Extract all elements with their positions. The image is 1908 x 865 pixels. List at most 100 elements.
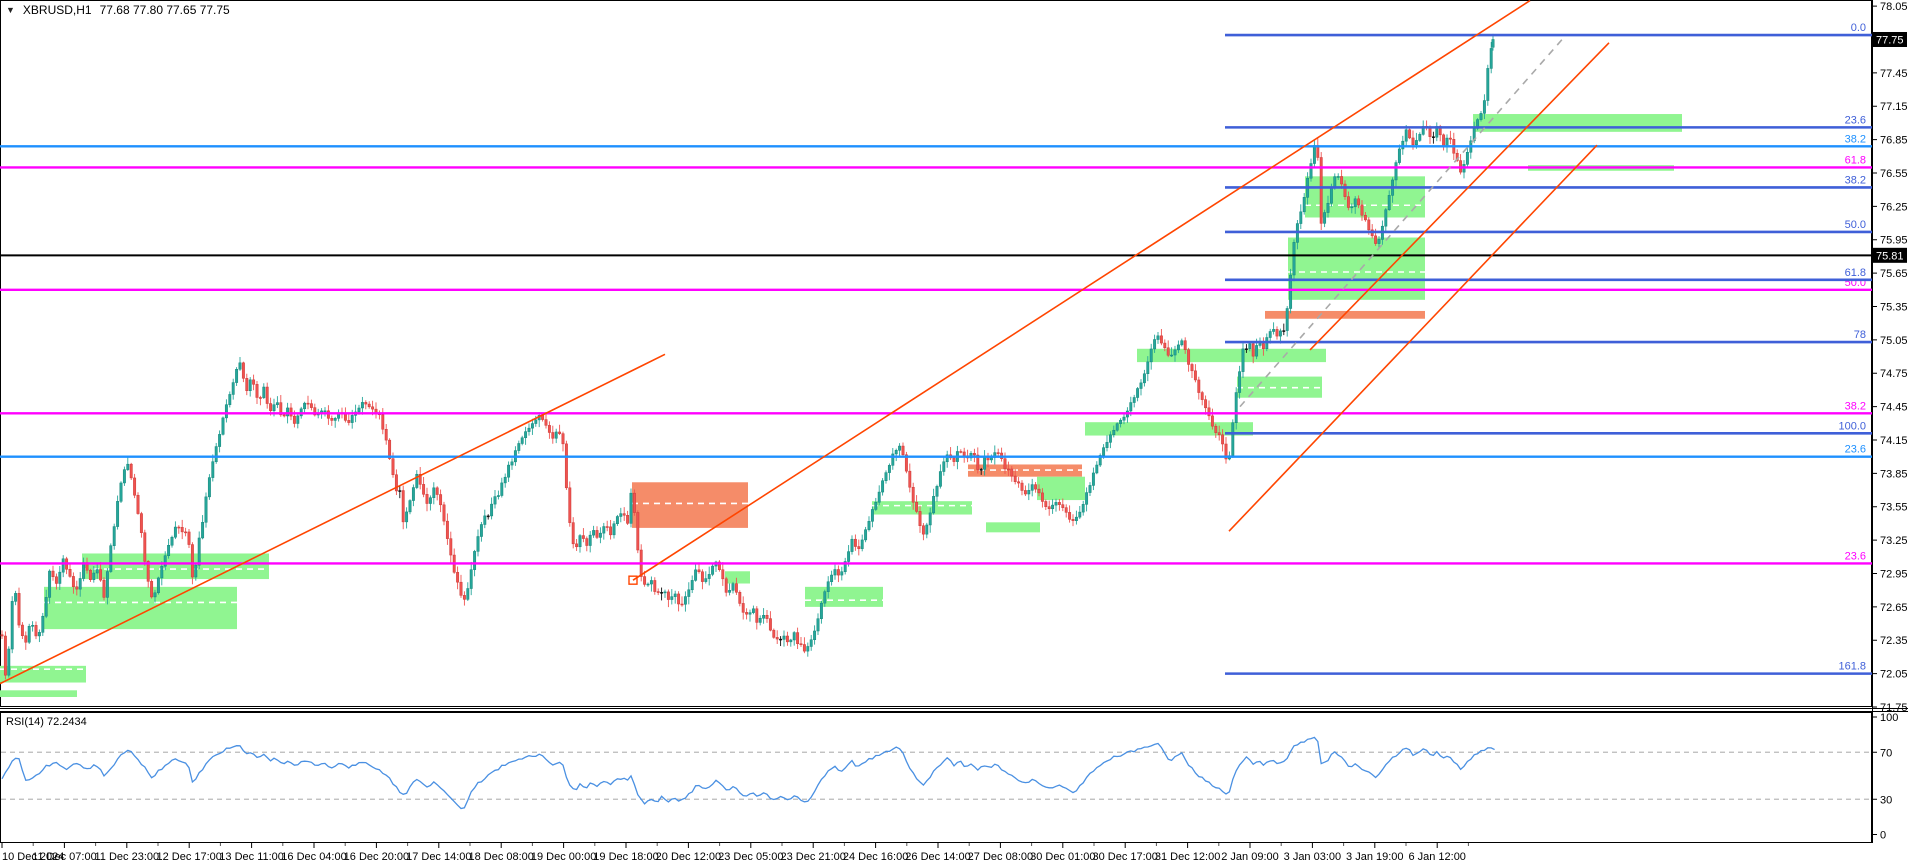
candle — [738, 592, 742, 604]
candle — [785, 635, 789, 643]
candle — [473, 551, 477, 570]
supply-zone-rect[interactable] — [632, 482, 748, 528]
trendline-dec19[interactable] — [632, 0, 1531, 581]
candle — [109, 545, 113, 572]
candle — [398, 490, 402, 492]
candle — [581, 535, 585, 539]
fib-royal-label: 0.0 — [1851, 22, 1866, 34]
candle — [360, 402, 364, 409]
candle — [187, 531, 191, 545]
candle — [503, 476, 507, 484]
candle — [24, 635, 28, 643]
demand-zone-rect[interactable] — [44, 586, 237, 630]
demand-zone-rect[interactable] — [1037, 476, 1085, 501]
candle — [656, 591, 660, 593]
candle — [578, 535, 582, 548]
demand-zone-rect[interactable] — [725, 571, 750, 584]
candle — [204, 496, 208, 523]
candle — [1489, 48, 1493, 69]
candle — [408, 500, 412, 513]
price-axis-tick-label: 75.05 — [1880, 335, 1908, 347]
candle — [1326, 202, 1330, 213]
time-axis-label: 11 Dec 23:00 — [94, 851, 159, 863]
candle — [184, 531, 188, 534]
candle — [1054, 502, 1058, 506]
candle — [388, 439, 392, 459]
candle — [156, 577, 160, 594]
candle — [1132, 397, 1136, 403]
candle — [1408, 129, 1412, 139]
candle — [1394, 162, 1398, 181]
candle — [666, 591, 670, 600]
candle — [347, 420, 351, 423]
candle — [864, 529, 868, 541]
demand-zone-rect[interactable] — [986, 522, 1040, 533]
candle — [615, 516, 619, 524]
price-axis-tick-label: 75.65 — [1880, 268, 1908, 280]
candle — [989, 457, 993, 461]
candle — [1088, 485, 1092, 493]
candle — [741, 603, 745, 613]
trendline-dec31[interactable] — [1228, 144, 1598, 532]
trendline-anchor-handle[interactable] — [628, 575, 638, 585]
demand-zone-rect[interactable] — [805, 586, 883, 607]
candle — [792, 632, 796, 641]
candle — [116, 501, 120, 527]
price-axis-tick-label: 77.45 — [1880, 68, 1908, 80]
price-axis-tick-label: 72.95 — [1880, 568, 1908, 580]
demand-zone-rect[interactable] — [1137, 348, 1326, 363]
candle — [1309, 163, 1313, 179]
fib-royal-label: 78 — [1854, 329, 1866, 341]
candle — [932, 496, 936, 514]
rsi-line — [1, 736, 1495, 810]
trendline-dec10[interactable] — [0, 353, 666, 685]
candle — [1204, 399, 1208, 409]
demand-zone-rect[interactable] — [872, 501, 972, 515]
candle — [303, 402, 307, 410]
trendline-dashed-gray[interactable] — [1239, 35, 1566, 408]
rsi-axis-tick-label: 70 — [1880, 747, 1892, 759]
candle — [146, 561, 150, 582]
candle — [653, 580, 657, 592]
fib-royal-label: 38.2 — [1845, 174, 1866, 186]
candle — [1108, 434, 1112, 443]
candle — [1190, 364, 1194, 372]
candle — [575, 543, 579, 548]
candle — [7, 648, 11, 676]
demand-zone-rect[interactable] — [0, 665, 86, 683]
time-axis-label: 24 Dec 16:00 — [843, 851, 908, 863]
candle — [592, 530, 596, 536]
candle — [1003, 458, 1007, 470]
demand-zone-rect[interactable] — [1473, 114, 1682, 132]
candle — [649, 580, 653, 585]
candle — [1030, 484, 1034, 491]
candle — [95, 569, 99, 574]
candle — [384, 428, 388, 441]
candle — [1010, 468, 1014, 477]
candle — [1119, 419, 1123, 424]
candle — [1170, 354, 1174, 357]
candle — [405, 511, 409, 523]
candle — [422, 484, 426, 495]
candle — [357, 407, 361, 413]
candle — [979, 469, 983, 471]
candle — [1156, 335, 1160, 340]
candle — [10, 601, 14, 650]
candle — [707, 574, 711, 579]
candle — [1040, 492, 1044, 502]
candle — [126, 463, 130, 470]
trendline-jan[interactable] — [1309, 42, 1610, 351]
candle — [456, 572, 460, 583]
demand-zone-rect[interactable] — [1305, 176, 1425, 218]
candle — [850, 538, 854, 552]
demand-zone-rect[interactable] — [0, 690, 77, 697]
candle — [496, 495, 500, 497]
candle — [490, 503, 494, 517]
demand-zone-rect[interactable] — [1237, 376, 1322, 398]
candle — [677, 593, 681, 605]
candle — [1241, 348, 1245, 372]
candle — [1091, 472, 1095, 486]
time-axis-label: 20 Dec 12:00 — [656, 851, 721, 863]
